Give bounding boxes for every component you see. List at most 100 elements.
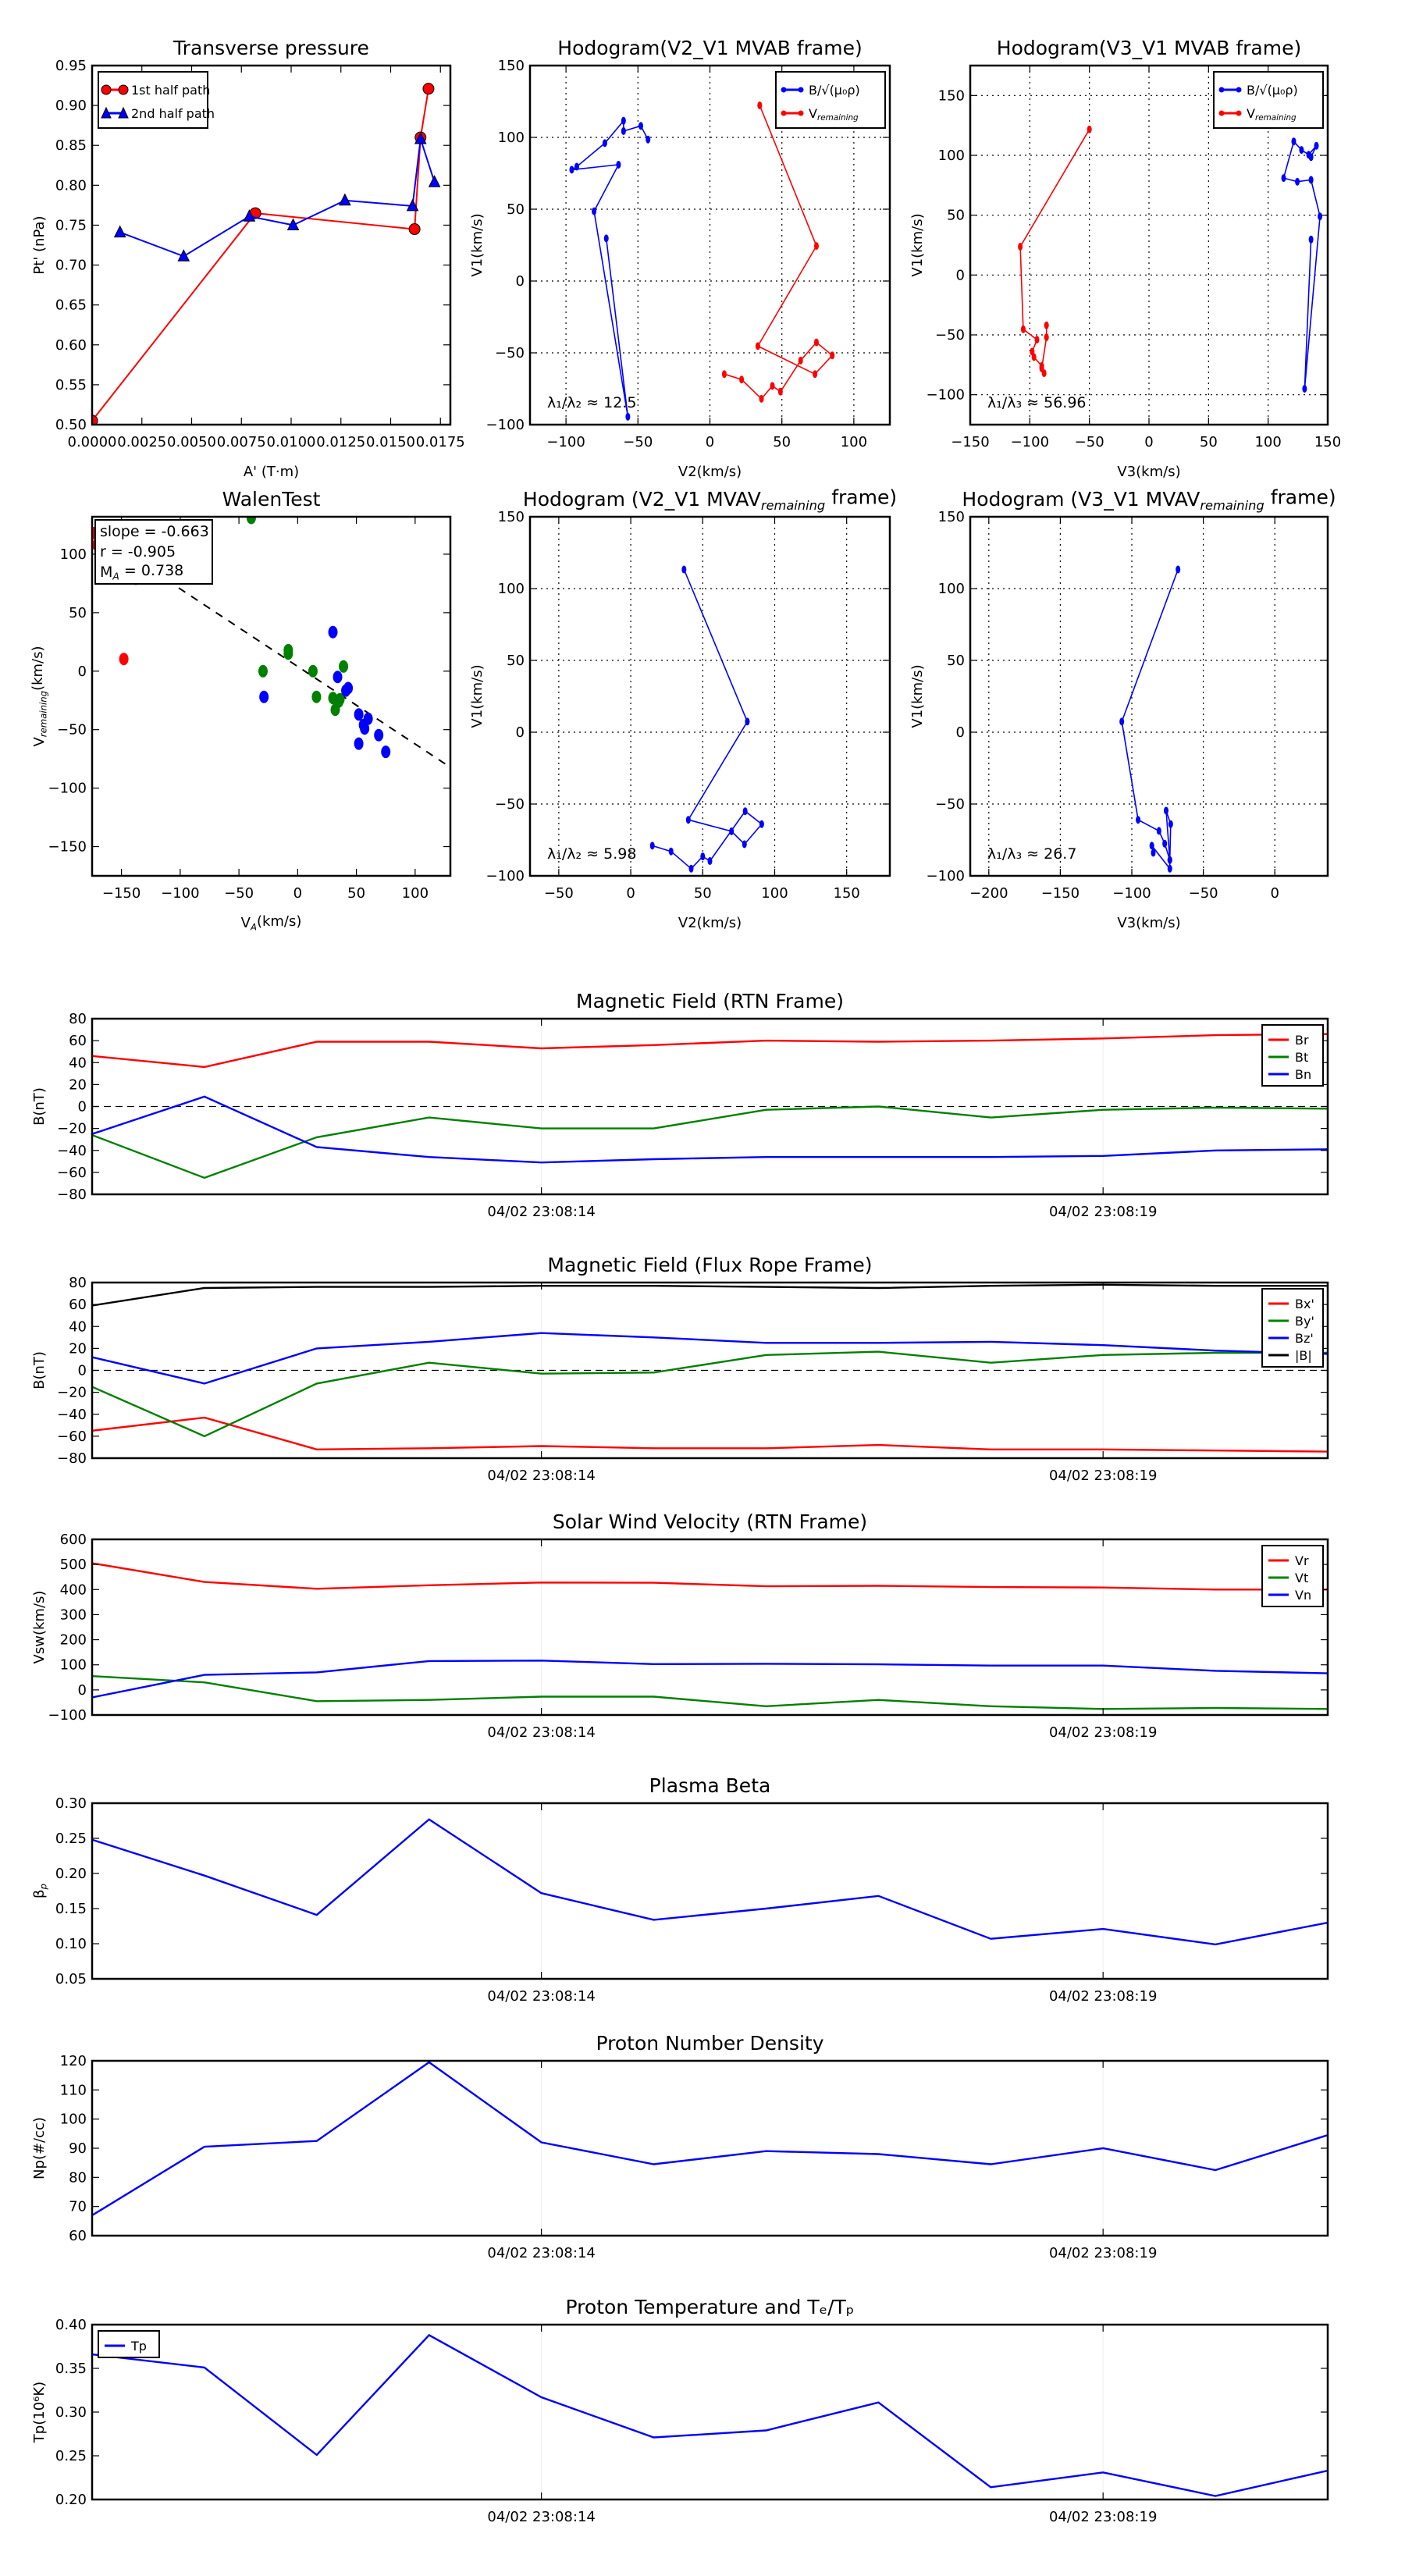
y-tick-label: 100 — [498, 581, 525, 597]
y-tick-label: 0.05 — [55, 1971, 87, 1987]
legend-label: Vremaining — [809, 106, 859, 123]
x-axis-label-main: A' (T·m) — [244, 464, 299, 480]
data-point — [616, 160, 621, 169]
x-tick-label: 50 — [347, 885, 365, 902]
data-point — [621, 126, 626, 135]
data-point — [339, 193, 351, 206]
data-point — [729, 827, 735, 835]
y-axis-label-main: V1(km/s) — [909, 213, 926, 276]
y-tick-label: −100 — [927, 387, 965, 404]
legend-label: Vt — [1295, 1571, 1308, 1585]
x-tick-label: 0 — [1144, 434, 1153, 450]
chart-title-main: Hodogram(V3_V1 MVAB frame) — [997, 37, 1301, 59]
x-tick-label: 04/02 23:08:14 — [487, 1988, 595, 2005]
legend: 1st half path 2nd half path — [98, 71, 215, 129]
legend-label-main: B/√(μ₀ρ) — [1247, 83, 1298, 98]
y-axis-label: Vremaining(km/s) — [30, 646, 48, 746]
data-point — [328, 625, 338, 639]
y-tick-label: 90 — [69, 2140, 87, 2157]
x-tick-label: −50 — [623, 434, 653, 450]
legend-label-main: By' — [1295, 1314, 1314, 1329]
x-tick-label: 04/02 23:08:19 — [1049, 1468, 1157, 1484]
y-tick-label: 200 — [60, 1632, 87, 1649]
data-point — [1308, 235, 1314, 244]
chart-4: Hodogram (V2_V1 MVAVremaining frame) −50 0… — [469, 486, 897, 931]
legend-label-main: Tp — [130, 2339, 147, 2354]
series-line-1 — [92, 1675, 1328, 1710]
legend-label-main: B/√(μ₀ρ) — [809, 83, 860, 98]
data-point — [813, 370, 818, 379]
y-tick-label: −50 — [57, 722, 87, 738]
legend-label: Vn — [1295, 1588, 1311, 1603]
y-tick-label: 40 — [69, 1055, 87, 1071]
data-point — [1156, 827, 1161, 835]
data-point — [813, 338, 819, 347]
axes-frame — [91, 1802, 1329, 1980]
legend-label-main: Vr — [1295, 1553, 1309, 1568]
y-tick-label: 500 — [60, 1557, 87, 1573]
y-tick-label: 0.10 — [55, 1936, 87, 1952]
series-line-2 — [92, 1332, 1328, 1385]
y-tick-label: 0.80 — [55, 177, 87, 194]
legend-marker — [798, 110, 804, 116]
y-axis-label-main: V1(km/s) — [469, 213, 486, 276]
y-tick-label: 0.75 — [55, 217, 87, 233]
data-point — [1314, 141, 1319, 150]
y-tick-label: 0.40 — [55, 2317, 87, 2333]
x-axis-label-main: V2(km/s) — [678, 464, 742, 480]
legend-label-sub: remaining — [817, 113, 859, 123]
legend-label-sub: remaining — [1255, 113, 1297, 123]
x-axis-label: V3(km/s) — [1117, 464, 1180, 480]
stats-box — [94, 519, 213, 585]
x-axis-label-main: V2(km/s) — [678, 915, 742, 931]
y-axis-label-main: B(nT) — [31, 1351, 48, 1389]
legend-marker — [798, 87, 804, 93]
series-line-0 — [1121, 569, 1179, 871]
data-point — [341, 684, 351, 697]
x-tick-label: 04/02 23:08:14 — [487, 2509, 595, 2525]
y-tick-label: 50 — [947, 208, 965, 224]
y-axis-label: B(nT) — [31, 1087, 48, 1126]
legend: Br Bt Bn — [1261, 1024, 1324, 1087]
chart-2: Hodogram(V3_V1 MVAB frame) −150 −100 −50 0 50… — [909, 37, 1341, 480]
y-axis-label-main: Tp(10⁶K) — [31, 2382, 48, 2443]
y-axis-label-main: B(nT) — [31, 1087, 48, 1126]
data-point — [258, 664, 268, 678]
chart-title-main: Proton Temperature and Tₑ/Tₚ — [566, 2296, 855, 2318]
series-line-0 — [92, 2333, 1328, 2497]
y-tick-label: 300 — [60, 1606, 87, 1623]
y-axis-label: B(nT) — [31, 1351, 48, 1389]
y-tick-label: 0.20 — [55, 1866, 87, 1882]
data-point — [798, 356, 803, 365]
y-axis-label: Pt' (nPa) — [31, 215, 48, 274]
x-tick-label: −50 — [224, 885, 254, 902]
data-point — [755, 342, 760, 350]
x-tick-label: −100 — [546, 434, 585, 450]
legend-label: B/√(μ₀ρ) — [809, 83, 860, 98]
x-tick-label: −100 — [161, 885, 199, 902]
x-tick-label: 0.0075 — [217, 434, 266, 450]
legend-marker — [101, 106, 112, 119]
chart-3: WalenTest −150 −100 −50 0 50 100 −150 −100 −50 0 50… — [30, 488, 452, 933]
legend-label-main: 1st half path — [131, 83, 210, 98]
data-point — [668, 847, 674, 856]
y-tick-label: 0.30 — [55, 2404, 87, 2421]
series-line-1 — [119, 138, 436, 258]
y-tick-label: −80 — [57, 1450, 87, 1467]
legend-label: Vremaining — [1247, 106, 1297, 123]
legend-marker — [101, 84, 112, 95]
chart-9: Plasma Beta 04/02 23:08:14 04/02 23:08:19 0… — [31, 1774, 1329, 2005]
y-axis-label-sub: remaining — [38, 691, 49, 737]
x-tick-label: −150 — [1041, 885, 1080, 902]
y-tick-label: 0.90 — [55, 98, 87, 114]
data-point — [1163, 806, 1168, 815]
legend-label-main: V — [1247, 106, 1255, 121]
data-point — [119, 653, 129, 666]
legend-box — [98, 2330, 160, 2358]
series-line-0 — [92, 1416, 1328, 1453]
data-point — [311, 690, 322, 703]
y-tick-label: 0.25 — [55, 1831, 87, 1847]
x-tick-label: 0.0150 — [366, 434, 415, 450]
data-point — [638, 122, 643, 130]
